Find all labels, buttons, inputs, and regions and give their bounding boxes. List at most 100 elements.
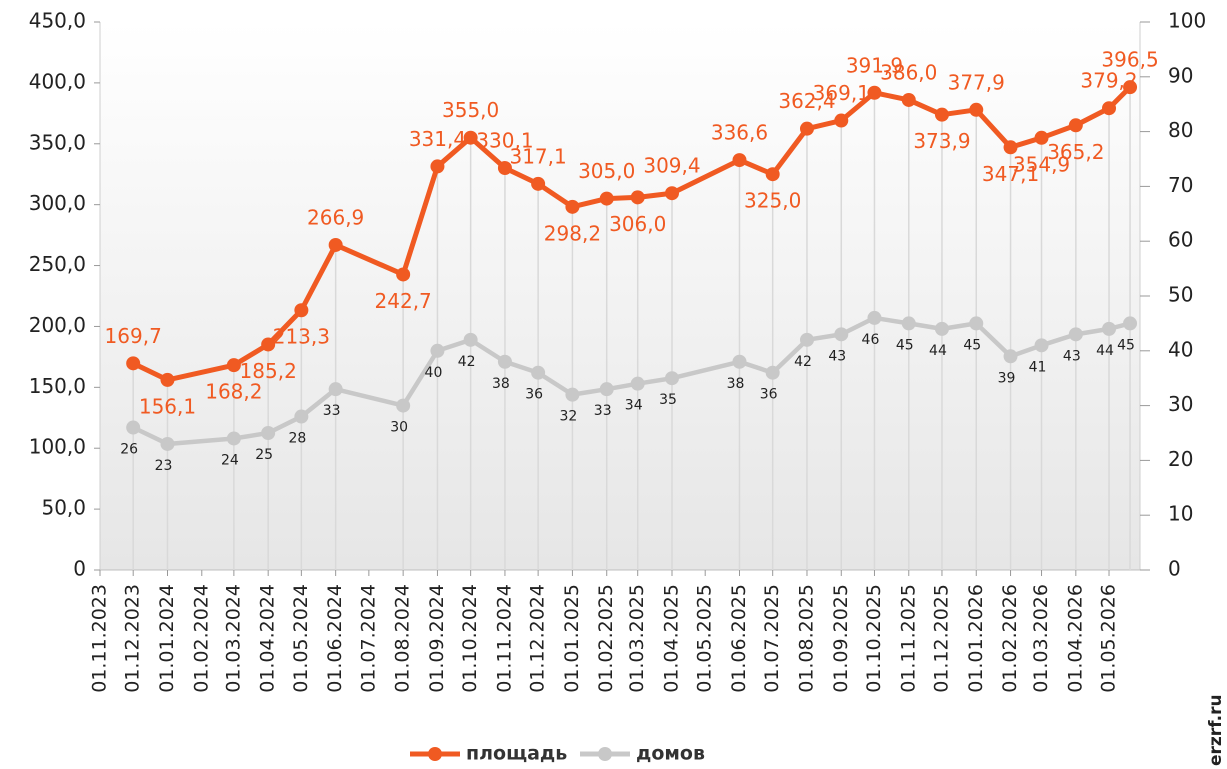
point: [328, 382, 343, 397]
x-tick-label: 01.11.2023: [89, 584, 111, 693]
data-label: 305,0: [578, 159, 635, 183]
point: [531, 365, 546, 380]
data-label: 30: [390, 420, 408, 436]
data-label: 266,9: [307, 205, 364, 229]
data-label: 40: [425, 365, 443, 381]
point: [294, 409, 309, 424]
data-label: 331,4: [409, 127, 466, 151]
data-label: 362,4: [778, 89, 835, 113]
point: [1003, 349, 1018, 364]
point: [969, 102, 984, 117]
x-tick-label: 01.03.2024: [222, 584, 244, 693]
x-tick-label: 01.10.2025: [863, 584, 885, 693]
data-label: 365,2: [1047, 140, 1104, 164]
data-label: 242,7: [375, 289, 432, 313]
point: [565, 199, 580, 214]
y2-tick-label: 90: [1168, 63, 1193, 87]
data-label: 36: [525, 387, 543, 403]
point: [630, 190, 645, 205]
point: [430, 343, 445, 358]
x-tick-label: 01.05.2024: [290, 584, 312, 693]
data-label: 373,9: [913, 129, 970, 153]
point: [126, 420, 141, 435]
data-label: 325,0: [744, 189, 801, 213]
y-tick-label: 300,0: [29, 191, 86, 215]
y-tick-label: 400,0: [29, 69, 86, 93]
data-label: 336,6: [711, 121, 768, 145]
series-line: [132, 315, 1131, 447]
data-label: 38: [492, 376, 510, 392]
x-tick-label: 01.12.2025: [930, 584, 952, 693]
data-label: 35: [659, 392, 677, 408]
point: [765, 365, 780, 380]
point: [1102, 321, 1117, 336]
y-tick-label: 200,0: [29, 313, 86, 337]
data-label: 317,1: [509, 144, 566, 168]
x-tick-label: 01.06.2024: [324, 584, 346, 693]
x-tick-label: 01.07.2024: [357, 584, 379, 693]
point: [834, 113, 849, 128]
y-tick-label: 350,0: [29, 130, 86, 154]
x-tick-label: 01.08.2025: [795, 584, 817, 693]
x-tick-label: 01.07.2025: [761, 584, 783, 693]
data-label: 347,1: [982, 162, 1039, 186]
data-label: 43: [828, 348, 846, 364]
y2-tick-label: 40: [1168, 337, 1193, 361]
data-label: 42: [458, 354, 476, 370]
y2-tick-label: 100: [1168, 9, 1206, 33]
data-label: 24: [221, 452, 239, 468]
x-tick-label: 01.06.2025: [728, 584, 750, 693]
legend-marker: [598, 747, 612, 761]
plot-background: [100, 22, 1140, 570]
point: [430, 159, 445, 174]
y-tick-label: 450,0: [29, 9, 86, 33]
point: [732, 153, 747, 168]
y2-tick-label: 80: [1168, 118, 1193, 142]
point: [934, 107, 949, 122]
point: [799, 121, 814, 136]
y-tick-label: 100,0: [29, 435, 86, 459]
point: [599, 191, 614, 206]
point: [126, 356, 141, 371]
point: [226, 358, 241, 373]
y2-tick-label: 0: [1168, 557, 1181, 581]
point: [160, 372, 175, 387]
point: [599, 382, 614, 397]
point: [261, 426, 276, 440]
point: [867, 310, 882, 325]
series-line: [132, 85, 1132, 383]
point: [934, 321, 949, 336]
point: [1068, 327, 1083, 342]
data-label: 386,0: [880, 60, 937, 84]
data-label: 369,1: [813, 81, 870, 105]
point: [834, 327, 849, 342]
x-tick-label: 01.09.2025: [830, 584, 852, 693]
point: [294, 303, 309, 318]
point: [396, 267, 411, 282]
data-label: 330,1: [476, 129, 533, 153]
point: [665, 186, 679, 201]
data-label: 45: [963, 337, 981, 353]
point: [901, 92, 916, 107]
point: [1068, 118, 1083, 133]
x-tick-label: 01.01.2024: [156, 584, 178, 693]
point: [328, 237, 343, 252]
x-tick-label: 01.01.2026: [965, 584, 987, 693]
data-label: 23: [155, 458, 173, 474]
data-label: 156,1: [139, 394, 196, 418]
data-label: 39: [998, 370, 1016, 386]
x-tick-label: 01.04.2024: [257, 584, 279, 693]
data-label: 26: [120, 442, 138, 458]
x-tick-label: 01.02.2025: [595, 584, 617, 693]
watermark: erzrf.ru: [1206, 694, 1226, 766]
y-tick-label: 0: [73, 557, 86, 581]
data-label: 185,2: [240, 359, 297, 383]
data-label: 44: [929, 343, 947, 359]
data-label: 43: [1063, 348, 1081, 364]
point: [1034, 130, 1049, 145]
x-tick-label: 01.01.2025: [561, 584, 583, 693]
y2-tick-label: 60: [1168, 228, 1193, 252]
x-tick-label: 01.03.2025: [626, 584, 648, 693]
point: [1123, 316, 1138, 331]
